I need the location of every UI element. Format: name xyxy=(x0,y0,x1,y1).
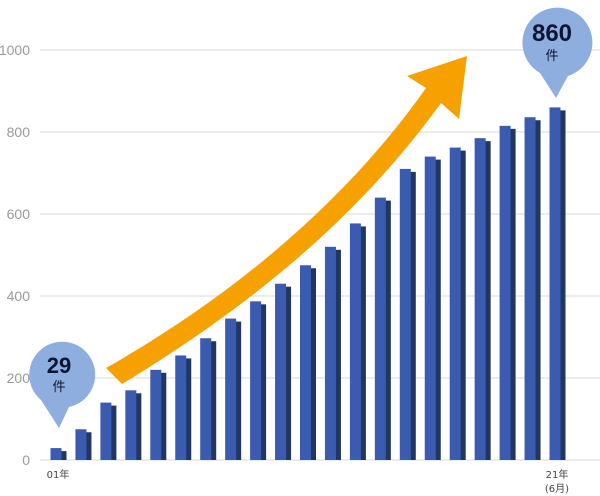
bar-face xyxy=(100,402,112,460)
bar-face xyxy=(150,369,162,460)
y-tick-label: 0 xyxy=(22,452,30,468)
end-bubble-unit: 件 xyxy=(545,49,558,64)
bar-face xyxy=(499,125,511,460)
bar xyxy=(474,138,491,460)
bar xyxy=(449,147,466,460)
bar-face xyxy=(250,301,262,460)
bar-face xyxy=(50,448,62,460)
y-axis-tick-labels: 0 200 400 600 800 1000 xyxy=(0,42,30,468)
bar xyxy=(499,125,516,460)
bar-face xyxy=(524,117,536,461)
bar xyxy=(150,369,167,460)
bar xyxy=(374,197,391,460)
end-bubble-value: 860 xyxy=(532,20,572,47)
bar-face xyxy=(549,107,561,461)
y-tick-label: 1000 xyxy=(0,42,30,58)
bar xyxy=(250,301,267,460)
trend-arrow-icon xyxy=(106,56,467,384)
bar-face xyxy=(300,265,311,460)
bar xyxy=(225,318,242,460)
x-label-end-note: (6月) xyxy=(545,483,569,495)
bar xyxy=(349,223,366,460)
bar-face xyxy=(449,147,461,460)
bar-face xyxy=(374,197,386,460)
bar xyxy=(300,265,316,460)
end-bubble-shape xyxy=(522,7,593,98)
x-axis-labels: 01年 21年 (6月) xyxy=(47,468,570,495)
bar-face xyxy=(225,318,237,460)
bar xyxy=(549,107,566,461)
gridlines xyxy=(40,49,600,461)
bar xyxy=(524,117,541,461)
bar xyxy=(125,390,142,460)
y-tick-label: 200 xyxy=(7,370,31,386)
bar-face xyxy=(399,168,411,460)
x-label-start: 01年 xyxy=(47,468,70,481)
bar xyxy=(424,156,441,460)
bar-face xyxy=(75,429,87,460)
bar-face xyxy=(275,283,287,460)
bar-face xyxy=(175,355,187,460)
y-tick-label: 800 xyxy=(7,124,31,140)
y-tick-label: 600 xyxy=(7,206,31,222)
start-bubble-value: 29 xyxy=(47,353,71,378)
bar xyxy=(324,246,341,460)
bar xyxy=(50,448,67,460)
bar-face xyxy=(424,156,436,460)
start-value-bubble: 29 件 xyxy=(29,341,96,428)
bar xyxy=(200,338,217,460)
y-tick-label: 400 xyxy=(7,288,31,304)
bar xyxy=(100,402,117,460)
bars xyxy=(50,107,566,461)
bar-face xyxy=(125,390,137,460)
bar xyxy=(399,168,416,460)
end-value-bubble: 860 件 xyxy=(522,7,593,98)
trend-arrow xyxy=(106,56,467,384)
bar-face xyxy=(474,138,486,460)
bar-face xyxy=(324,246,336,460)
bar xyxy=(275,283,292,460)
bar-face xyxy=(349,223,361,460)
bar-face xyxy=(200,338,212,460)
start-bubble-unit: 件 xyxy=(52,380,65,395)
x-label-end: 21年 xyxy=(546,468,569,481)
start-bubble-shape xyxy=(29,341,96,428)
bar xyxy=(75,429,92,460)
bar xyxy=(175,355,192,460)
